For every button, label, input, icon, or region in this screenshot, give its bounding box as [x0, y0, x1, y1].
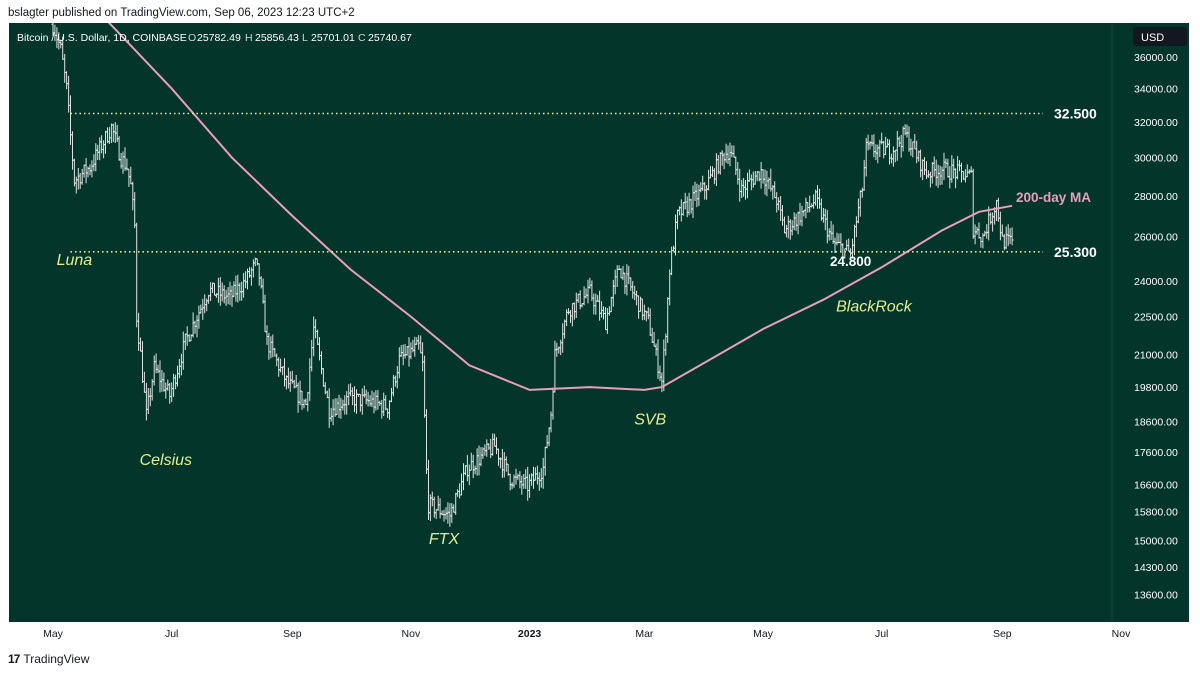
symbol-legend: Bitcoin / U.S. Dollar, 1D, COINBASE O 25… — [17, 32, 412, 44]
x-tick-label: 2023 — [518, 628, 542, 640]
x-tick-label: Mar — [635, 628, 654, 640]
x-tick-label: Nov — [402, 628, 421, 640]
plot-area — [51, 23, 1043, 527]
currency-badge-bg — [1133, 27, 1187, 46]
y-tick-label: 30000.00 — [1134, 153, 1178, 165]
legend-symbol: Bitcoin / U.S. Dollar, 1D, COINBASE — [17, 32, 187, 44]
legend-low-label: L — [302, 32, 308, 44]
x-tick-label: Sep — [993, 628, 1012, 640]
y-tick-label: 26000.00 — [1134, 232, 1178, 244]
y-tick-label: 28000.00 — [1134, 191, 1178, 203]
level-label: 32.500 — [1054, 106, 1097, 122]
y-tick-label: 19800.00 — [1134, 382, 1178, 394]
x-tick-label: Jul — [165, 628, 178, 640]
legend-high: 25856.43 — [255, 32, 299, 44]
y-tick-label: 18600.00 — [1134, 417, 1178, 429]
event-label: Celsius — [140, 452, 192, 469]
event-label: BlackRock — [836, 299, 913, 316]
y-tick-label: 15000.00 — [1134, 535, 1178, 547]
price-chart[interactable]: 13600.00 14300.00 15000.00 15800.00 16600.00… — [0, 0, 1200, 650]
x-tick-label: Jul — [875, 628, 888, 640]
y-tick-label: 24000.00 — [1134, 276, 1178, 288]
legend-open: 25782.49 — [197, 32, 241, 44]
y-tick-label: 17600.00 — [1134, 447, 1178, 459]
y-tick-label: 16600.00 — [1134, 480, 1178, 492]
event-label: FTX — [429, 531, 461, 548]
legend-close-label: C — [358, 32, 366, 44]
y-tick-label: 14300.00 — [1134, 562, 1178, 574]
legend-high-label: H — [245, 32, 253, 44]
tradingview-brand[interactable]: 17 TradingView — [8, 652, 89, 666]
chart-marks: 13600.00 14300.00 15000.00 15800.00 16600.00… — [9, 23, 1189, 645]
x-tick-label: May — [43, 628, 64, 640]
legend-open-label: O — [188, 32, 196, 44]
y-tick-label: 34000.00 — [1134, 84, 1178, 96]
ohlc-bars — [51, 23, 1014, 527]
legend-close: 25740.67 — [368, 32, 412, 44]
low-value-label: 24.800 — [830, 254, 871, 269]
y-tick-label: 22500.00 — [1134, 312, 1178, 324]
publisher-line: bslagter published on TradingView.com, S… — [8, 7, 355, 19]
price-bar — [1010, 227, 1014, 246]
x-tick-label: May — [753, 628, 774, 640]
y-tick-label: 15800.00 — [1134, 507, 1178, 519]
event-label: Luna — [57, 252, 93, 269]
ma-200-line — [107, 23, 1013, 391]
x-tick-label: Nov — [1112, 628, 1131, 640]
y-tick-label: 32000.00 — [1134, 117, 1178, 129]
y-tick-label: 21000.00 — [1134, 350, 1178, 362]
currency-badge[interactable]: USD — [1133, 27, 1187, 46]
event-label: SVB — [634, 412, 666, 429]
ma-label: 200-day MA — [1016, 190, 1091, 205]
level-label: 25.300 — [1054, 244, 1097, 260]
time-axis-band — [9, 622, 1189, 645]
y-tick-label: 36000.00 — [1134, 52, 1178, 64]
x-tick-label: Sep — [283, 628, 302, 640]
y-tick-label: 13600.00 — [1134, 590, 1178, 602]
legend-low: 25701.01 — [311, 32, 355, 44]
brand-name: TradingView — [23, 652, 90, 666]
currency-badge-label: USD — [1141, 32, 1164, 44]
tradingview-logo-icon: 17 — [8, 652, 20, 666]
